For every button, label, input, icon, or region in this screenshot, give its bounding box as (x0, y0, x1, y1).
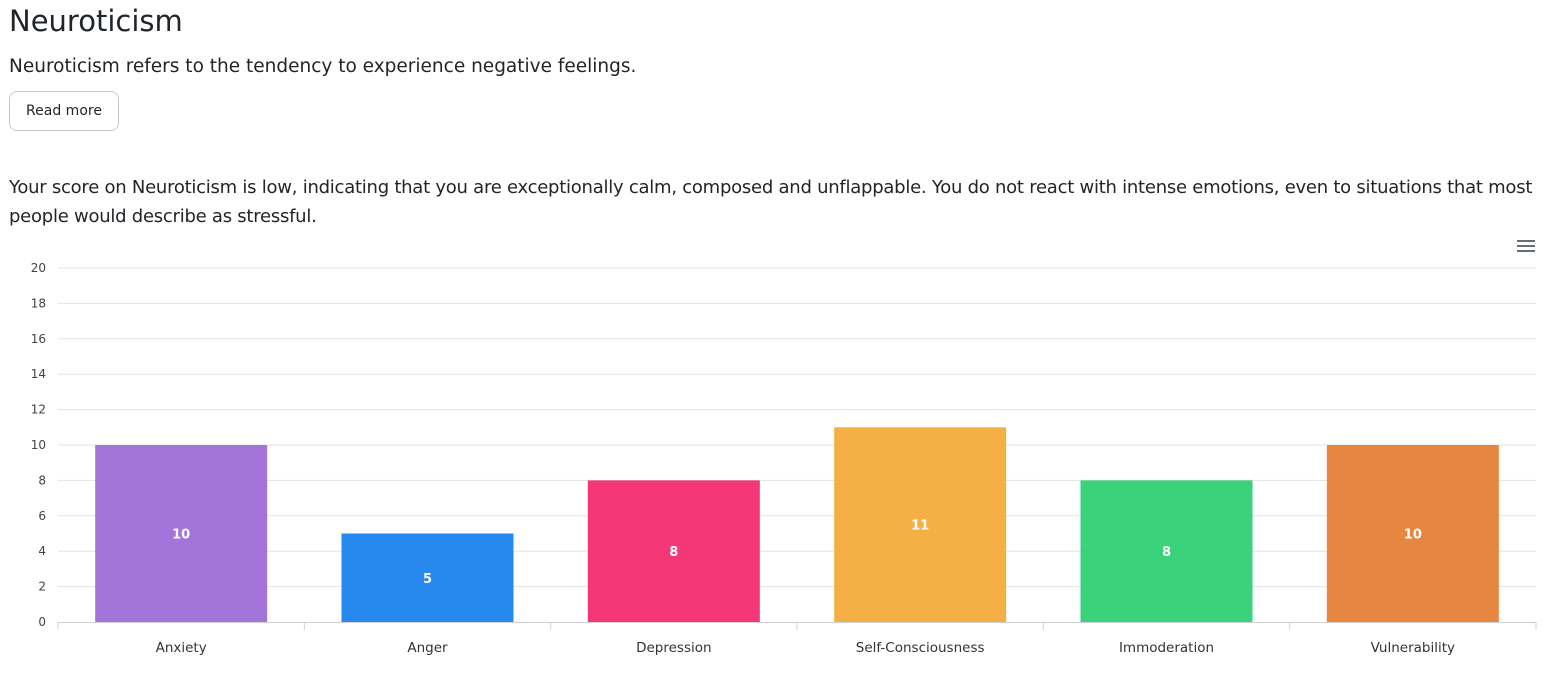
y-tick-label: 2 (38, 580, 46, 594)
y-tick-label: 6 (38, 509, 46, 523)
x-tick-label: Depression (636, 640, 711, 656)
y-tick-label: 20 (31, 261, 46, 275)
y-tick-label: 12 (31, 403, 46, 417)
x-tick-label: Anxiety (156, 640, 207, 656)
bar-anxiety (95, 445, 268, 622)
read-more-button[interactable]: Read more (9, 91, 119, 131)
bar-anger (341, 533, 514, 622)
bar-depression (587, 480, 760, 622)
y-tick-label: 14 (31, 367, 46, 381)
y-tick-label: 18 (31, 296, 46, 310)
data-label: 8 (669, 545, 678, 560)
data-label: 5 (423, 572, 432, 587)
y-tick-label: 16 (31, 332, 46, 346)
bar-vulnerability (1326, 445, 1499, 622)
section-title: Neuroticism (9, 4, 183, 38)
x-tick-label: Anger (407, 640, 448, 656)
y-tick-label: 10 (31, 438, 46, 452)
data-label: 10 (1404, 528, 1422, 543)
x-tick-label: Immoderation (1119, 640, 1214, 656)
x-tick-label: Vulnerability (1371, 640, 1455, 656)
x-tick-label: Self-Consciousness (856, 640, 985, 656)
data-label: 8 (1162, 545, 1171, 560)
bar-immoderation (1080, 480, 1253, 622)
section-intro: Neuroticism refers to the tendency to ex… (9, 56, 637, 77)
data-label: 10 (172, 528, 190, 543)
score-description: Your score on Neuroticism is low, indica… (9, 177, 1533, 227)
data-label: 11 (911, 519, 929, 534)
hamburger-menu-icon[interactable] (1515, 236, 1537, 256)
y-tick-label: 4 (38, 544, 46, 558)
bar-self-consciousness (834, 427, 1007, 622)
y-tick-label: 8 (38, 473, 46, 487)
y-tick-label: 0 (38, 615, 46, 629)
